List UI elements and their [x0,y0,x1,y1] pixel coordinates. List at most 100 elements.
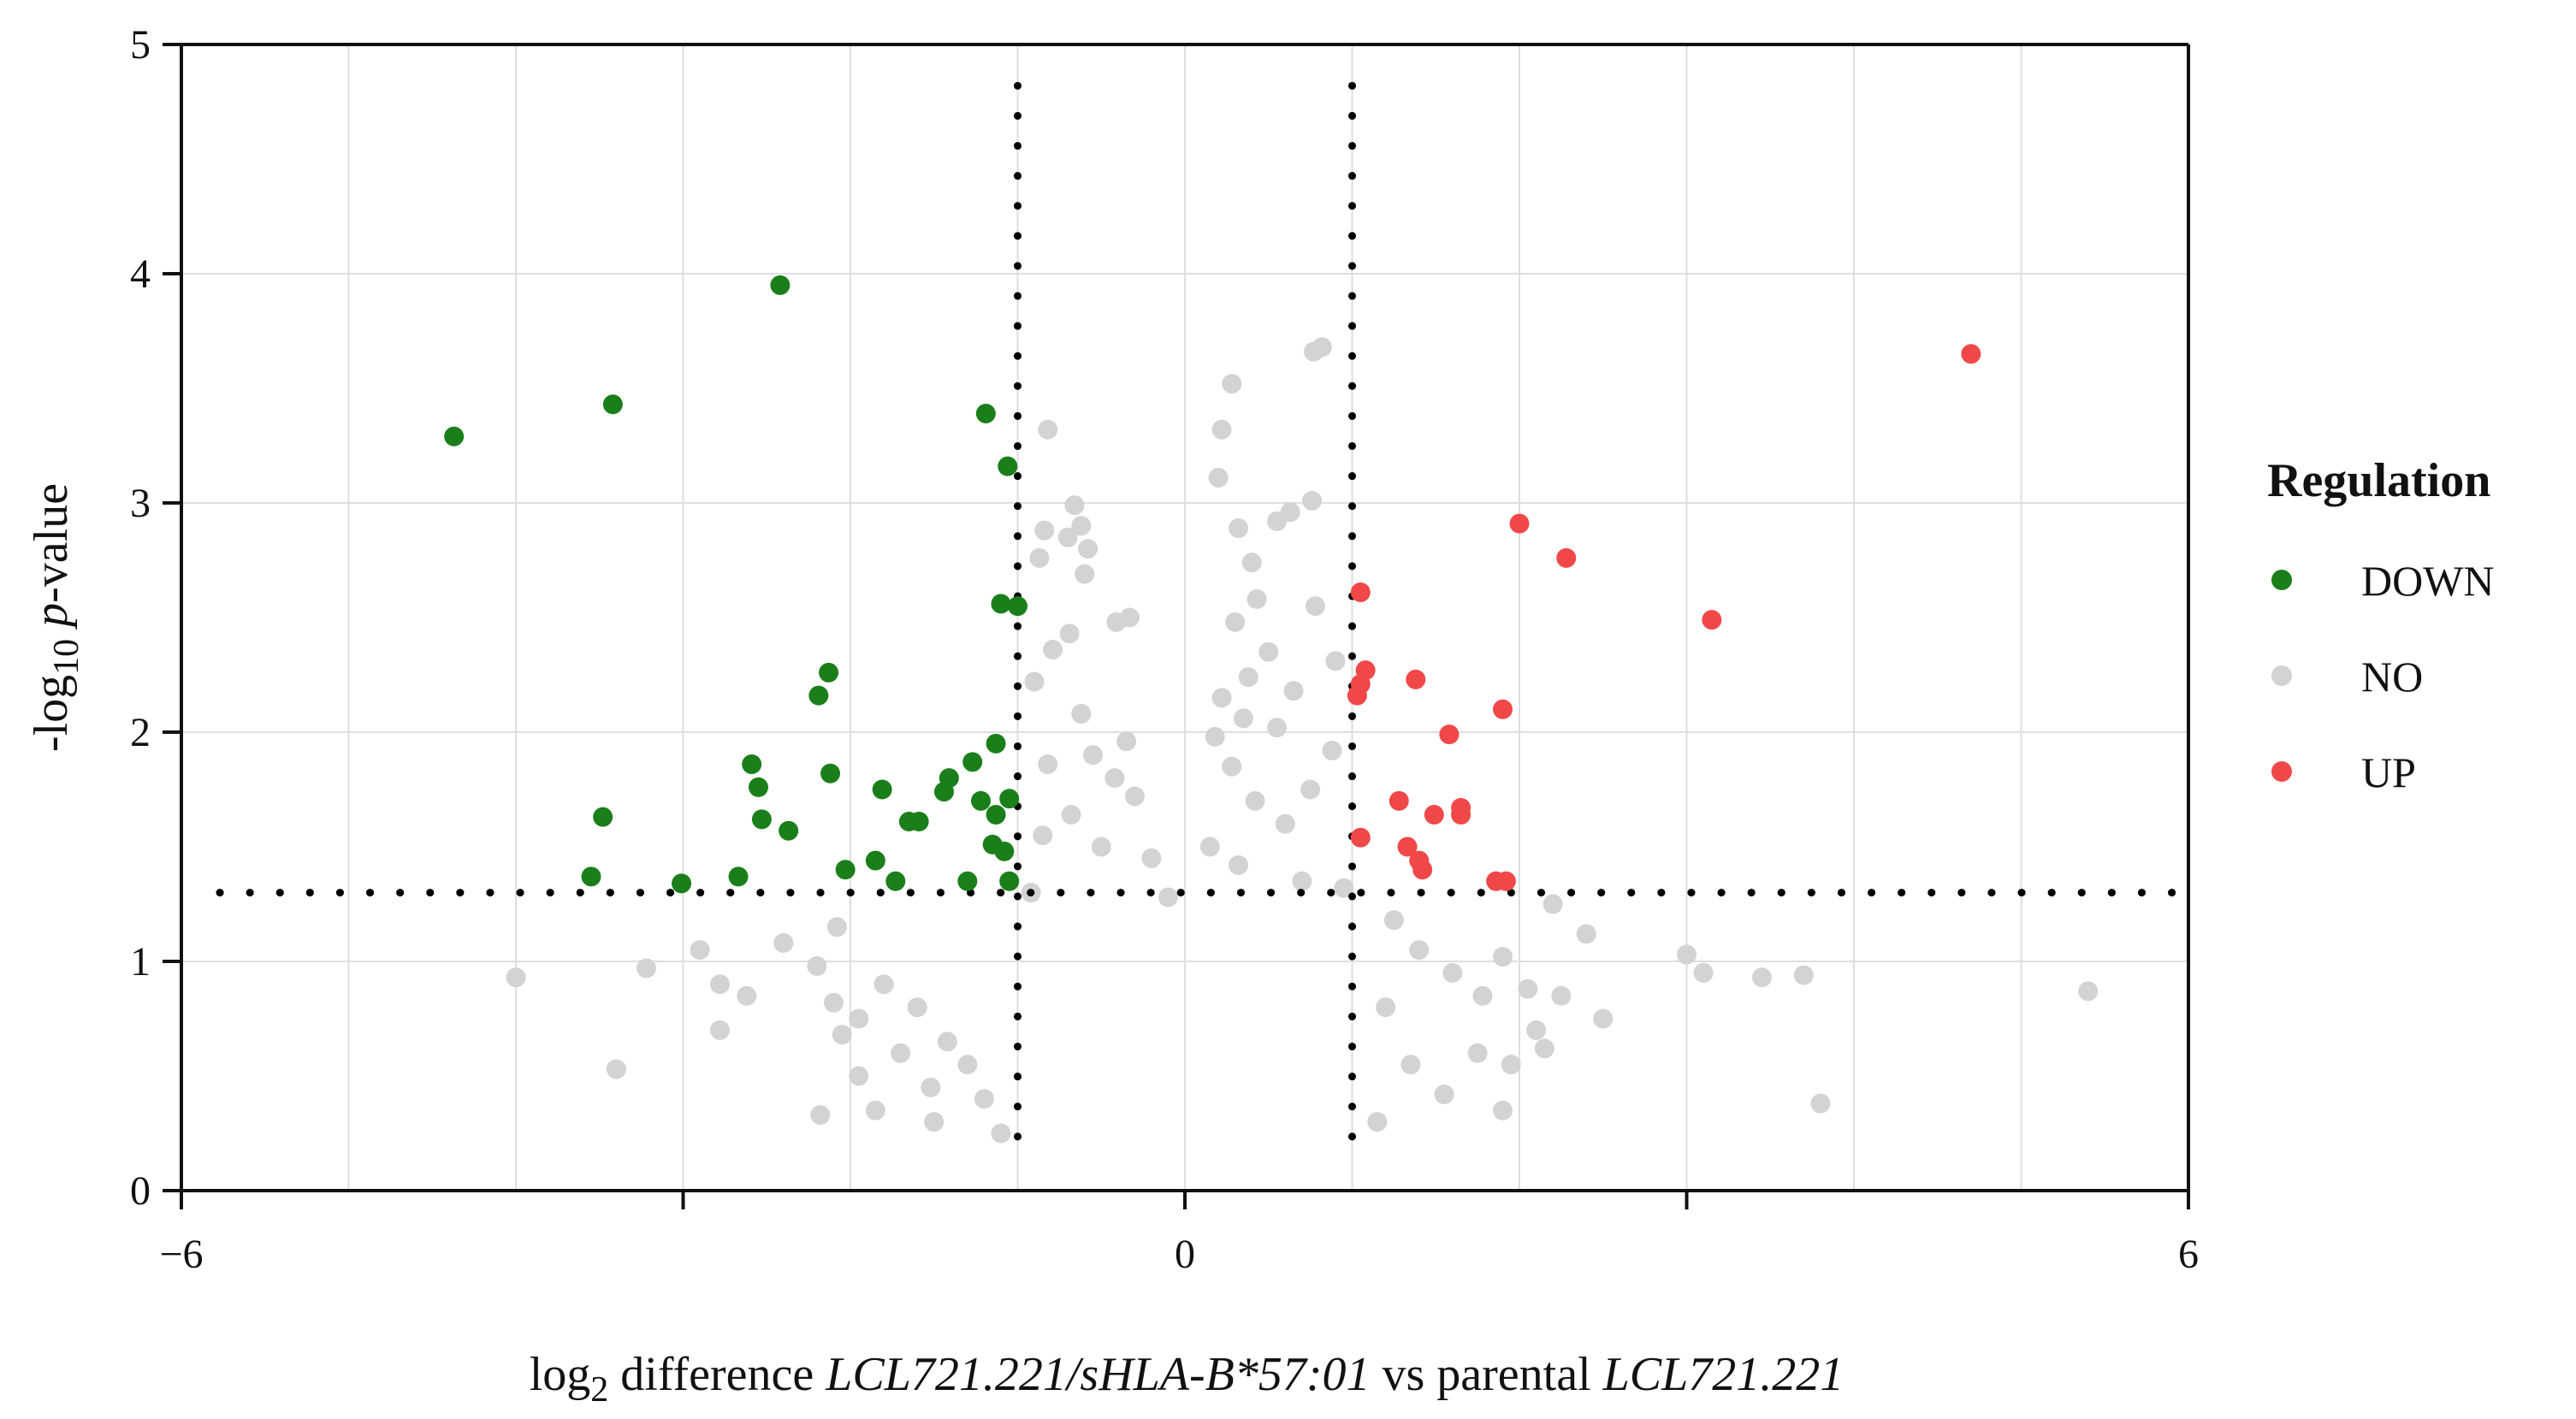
legend-label-no: NO [2361,653,2423,701]
point-no [1751,967,1772,988]
y-axis-title: -log10 p-value [25,483,86,752]
point-up [1406,669,1426,689]
point-no [1043,640,1063,660]
point-no [1492,1100,1513,1120]
x-axis-title-part-4: vs parental [1371,1348,1603,1401]
gridlines [181,44,2189,1191]
point-down [751,809,772,830]
point-up [1451,804,1472,825]
point-no [1229,517,1249,538]
point-no [506,967,526,988]
point-no [636,958,656,979]
point-down [962,752,983,772]
y-tick-label: 3 [130,481,151,526]
point-down [581,866,601,887]
point-down [742,754,762,775]
point-up [1397,837,1418,857]
point-no [1593,1008,1614,1029]
point-no [1233,708,1253,729]
point-down [593,807,613,827]
point-no [1071,704,1092,724]
y-tick-label: 5 [130,22,151,68]
point-no [1543,894,1563,914]
point-up [1350,827,1371,848]
point-no [1116,731,1137,752]
point-no [1024,671,1045,692]
point-no [1472,985,1493,1006]
point-no [1158,887,1178,908]
point-no [1071,516,1092,536]
point-no [1526,1020,1547,1040]
point-down [885,871,906,891]
point-no [832,1025,852,1045]
point-no [957,1055,978,1075]
point-down [820,763,841,783]
point-no [1376,997,1396,1018]
point-no [1305,596,1325,617]
point-no [1501,1055,1521,1075]
y-tick-label: 0 [130,1168,151,1214]
point-down [819,662,839,683]
point-no [1283,681,1304,701]
point-down [986,804,1006,825]
legend-swatch-no [2271,665,2292,686]
point-no [1367,1112,1388,1132]
point-no [1106,612,1127,632]
point-no [849,1066,869,1086]
x-axis-title: log2 difference LCL721.221/sHLA-B*57:01 … [530,1348,1845,1410]
y-axis-title-part-3: p [25,603,78,630]
point-no [907,997,927,1018]
point-no [1141,848,1162,868]
no-change-points [506,337,2099,1144]
point-no [1383,910,1404,931]
point-no [849,1008,869,1029]
point-up [1702,610,1722,630]
point-down [728,866,749,887]
point-down [602,394,623,415]
point-no [1029,547,1050,568]
point-no [1091,837,1111,857]
point-no [1325,651,1346,671]
point-no [1322,740,1342,760]
y-axis-title-part-2 [25,627,78,639]
point-up [1439,724,1460,745]
point-down [999,789,1020,809]
point-down [779,820,799,841]
point-no [1245,790,1265,811]
point-no [1033,825,1053,846]
y-axis-title-part-4: -value [25,483,78,603]
point-down [770,275,791,295]
point-up [1495,871,1516,891]
y-tick-label: 4 [130,251,151,297]
x-axis-title-part-0: log [530,1348,591,1401]
point-no [826,917,847,937]
legend-title: Regulation [2267,454,2490,507]
point-no [1238,667,1258,688]
point-no [1104,768,1125,789]
point-down [933,782,954,802]
point-no [1518,979,1538,999]
legend-swatch-down [2271,570,2292,590]
y-axis-title-part-1: 10 [47,639,86,675]
point-no [690,940,710,961]
point-down [994,841,1015,861]
point-no [921,1077,941,1097]
legend: Regulation DOWN NO UP [2267,454,2495,796]
point-no [1551,985,1572,1006]
point-down [444,426,465,446]
point-no [1434,1084,1454,1104]
point-no [1082,745,1103,766]
point-down [748,777,768,797]
point-no [1061,804,1081,825]
point-down [1008,596,1027,617]
point-up [1412,860,1433,880]
point-down [672,873,692,894]
point-no [1258,642,1279,662]
point-no [1442,962,1463,983]
point-no [1312,337,1332,358]
point-no [737,985,757,1006]
point-no [606,1059,626,1079]
point-no [1241,553,1262,573]
point-down [970,790,991,811]
point-no [1211,688,1232,708]
